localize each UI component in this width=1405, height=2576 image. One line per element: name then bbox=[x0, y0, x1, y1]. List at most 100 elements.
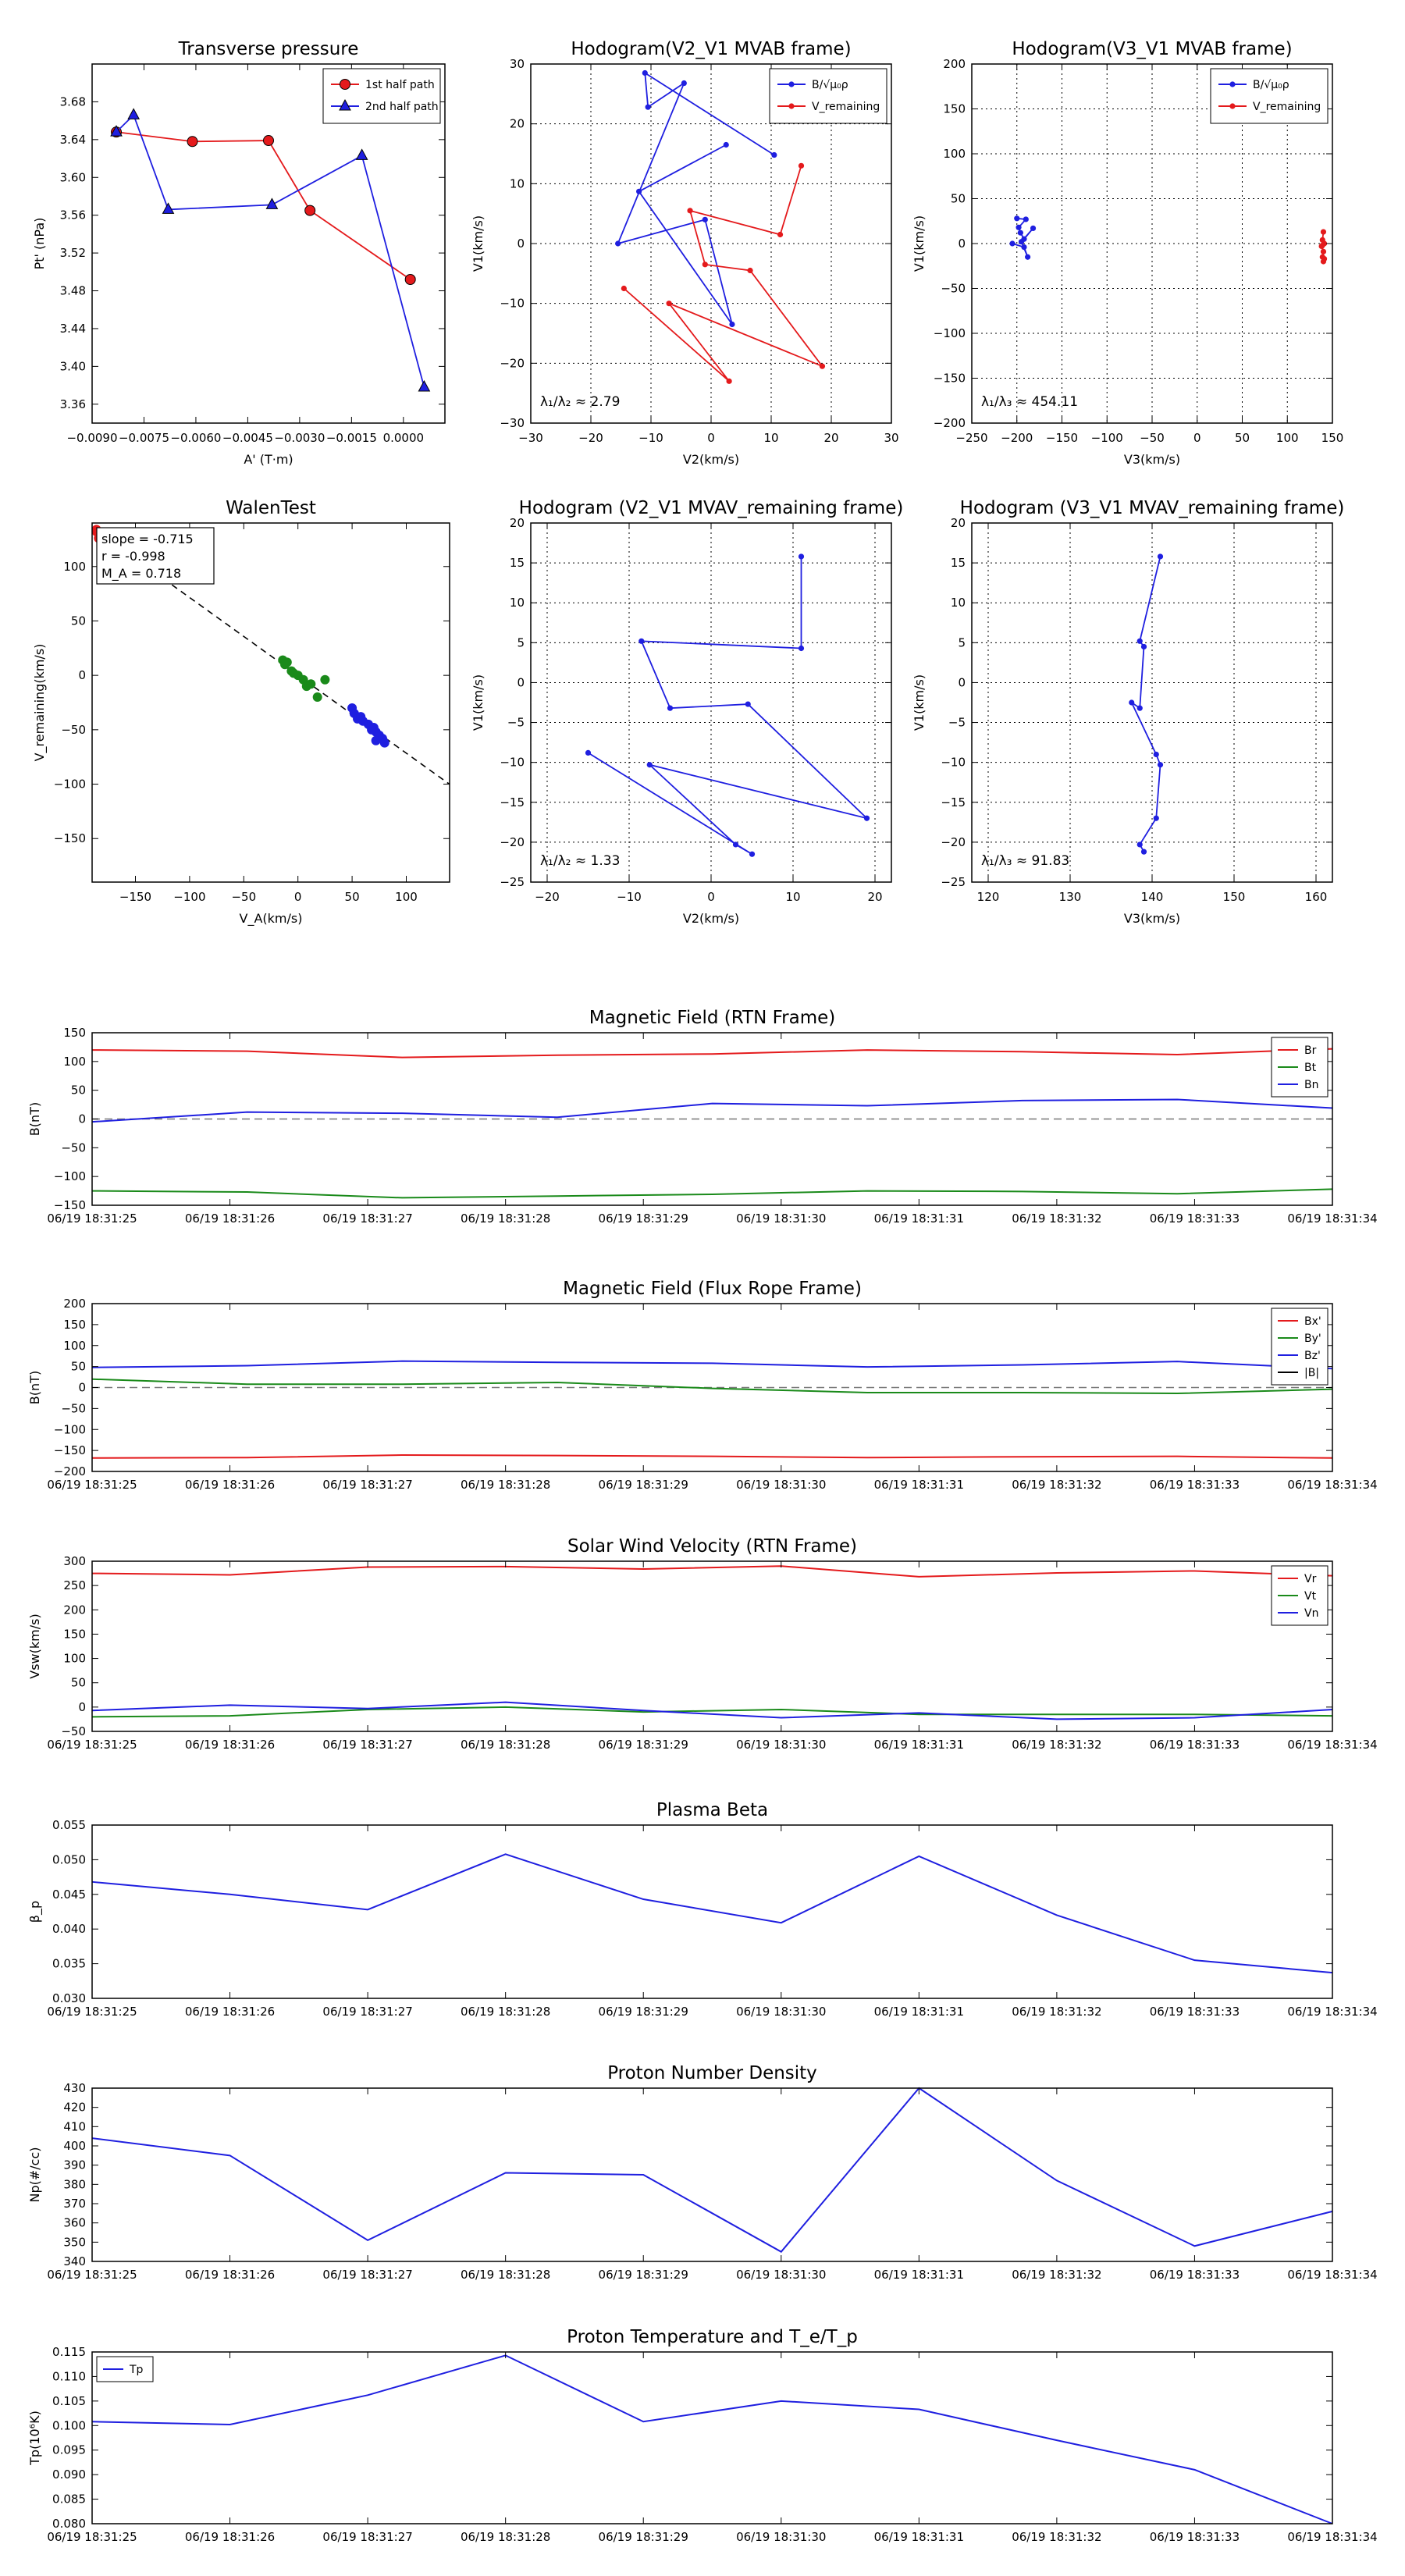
x-tick-label: 06/19 18:31:32 bbox=[1012, 2530, 1101, 2544]
y-tick-label: 430 bbox=[63, 2081, 86, 2095]
data-point bbox=[371, 735, 381, 745]
data-point bbox=[162, 202, 175, 214]
data-point bbox=[187, 136, 198, 148]
data-point bbox=[749, 851, 756, 857]
chart-np: 06/19 18:31:25 06/19 18:31:26 06/19 18:31:… bbox=[27, 2063, 1378, 2282]
chart-title: WalenTest bbox=[226, 498, 316, 518]
x-tick-label: 06/19 18:31:32 bbox=[1012, 2005, 1101, 2019]
x-tick-label: 06/19 18:31:29 bbox=[599, 1478, 688, 1492]
x-tick-label: 06/19 18:31:27 bbox=[322, 1738, 412, 1752]
legend-label: 2nd half path bbox=[365, 101, 439, 113]
data-point bbox=[666, 301, 672, 307]
stats-ma: M_A = 0.718 bbox=[101, 566, 181, 582]
x-tick-label: 06/19 18:31:25 bbox=[47, 1738, 137, 1752]
chart-vsw: 06/19 18:31:25 06/19 18:31:26 06/19 18:31:… bbox=[27, 1536, 1378, 1752]
y-tick-label: 50 bbox=[71, 1083, 86, 1098]
y-axis-label: β_p bbox=[27, 1901, 43, 1923]
y-tick-label: −200 bbox=[934, 416, 966, 430]
y-tick-label: 20 bbox=[510, 516, 525, 530]
chart-pt: −0.0090 −0.0075 −0.0060 −0.0045 −0.0030 −0.00… bbox=[32, 39, 446, 467]
data-point bbox=[636, 188, 642, 194]
chart-title: Hodogram (V3_V1 MVAV_remaining frame) bbox=[960, 498, 1345, 518]
x-tick-label: 06/19 18:31:31 bbox=[874, 1738, 964, 1752]
y-tick-label: 0 bbox=[517, 237, 525, 251]
axes-frame bbox=[91, 63, 446, 424]
y-tick-label: −5 bbox=[507, 716, 525, 730]
y-tick-label: 5 bbox=[517, 635, 525, 649]
stats-slope: slope = -0.715 bbox=[101, 532, 194, 546]
data-point bbox=[702, 262, 708, 268]
x-tick-label: 06/19 18:31:29 bbox=[599, 1212, 688, 1226]
axes-frame bbox=[91, 522, 450, 883]
x-tick-label: 06/19 18:31:26 bbox=[185, 2005, 275, 2019]
y-tick-label: 10 bbox=[951, 596, 966, 610]
x-tick-label: 0 bbox=[707, 431, 715, 445]
series-line bbox=[91, 1454, 1333, 1459]
x-tick-label: 06/19 18:31:34 bbox=[1287, 2530, 1377, 2544]
x-tick-label: 140 bbox=[1141, 890, 1164, 904]
x-tick-label: −150 bbox=[1046, 431, 1078, 445]
x-tick-label: −20 bbox=[578, 431, 603, 445]
y-tick-label: 3.52 bbox=[60, 246, 86, 260]
x-tick-label: 06/19 18:31:31 bbox=[874, 2530, 964, 2544]
data-point bbox=[642, 69, 648, 76]
legend-label: Vr bbox=[1304, 1573, 1317, 1585]
y-tick-label: 3.68 bbox=[60, 94, 86, 109]
data-point bbox=[1319, 242, 1325, 248]
data-point bbox=[1030, 225, 1037, 232]
series-line bbox=[588, 556, 870, 855]
data-point bbox=[1140, 643, 1147, 650]
data-point bbox=[1136, 638, 1143, 644]
y-tick-label: 50 bbox=[71, 1676, 86, 1690]
axes-frame bbox=[91, 2087, 1333, 2262]
x-tick-label: 06/19 18:31:34 bbox=[1287, 2005, 1377, 2019]
legend-box bbox=[322, 68, 441, 124]
x-tick-label: −50 bbox=[231, 890, 256, 904]
legend-label: Bt bbox=[1304, 1062, 1317, 1074]
data-point bbox=[110, 125, 123, 137]
data-point bbox=[777, 231, 784, 238]
y-tick-label: 410 bbox=[63, 2119, 86, 2133]
x-tick-label: 06/19 18:31:30 bbox=[736, 2005, 826, 2019]
x-tick-label: 20 bbox=[867, 890, 882, 904]
legend-label: By' bbox=[1304, 1332, 1321, 1345]
y-tick-label: 30 bbox=[510, 57, 525, 71]
data-point bbox=[729, 321, 735, 328]
chart-title: Plasma Beta bbox=[656, 1800, 768, 1820]
chart-title: Hodogram(V3_V1 MVAB frame) bbox=[1012, 39, 1292, 59]
y-tick-label: −50 bbox=[61, 723, 86, 737]
y-axis-label: V1(km/s) bbox=[471, 674, 486, 731]
x-tick-label: 06/19 18:31:25 bbox=[47, 2268, 137, 2282]
x-tick-label: −0.0075 bbox=[119, 431, 169, 445]
chart-tp: 06/19 18:31:25 06/19 18:31:26 06/19 18:31:… bbox=[27, 2327, 1378, 2544]
series-line bbox=[617, 71, 775, 326]
x-tick-label: 06/19 18:31:33 bbox=[1150, 2005, 1240, 2019]
chart-title: Magnetic Field (Flux Rope Frame) bbox=[563, 1279, 862, 1299]
y-tick-label: 0 bbox=[78, 668, 86, 682]
data-point bbox=[681, 80, 687, 87]
series-line bbox=[116, 113, 425, 388]
legend-marker bbox=[1229, 103, 1236, 109]
x-tick-label: 06/19 18:31:29 bbox=[599, 2530, 688, 2544]
data-point bbox=[265, 197, 279, 209]
x-tick-label: 06/19 18:31:28 bbox=[461, 1738, 550, 1752]
y-tick-label: −30 bbox=[500, 416, 525, 430]
y-tick-label: −100 bbox=[54, 1422, 86, 1436]
data-point bbox=[357, 716, 368, 726]
x-tick-label: 06/19 18:31:30 bbox=[736, 2530, 826, 2544]
y-tick-label: 350 bbox=[63, 2235, 86, 2249]
x-tick-label: 06/19 18:31:32 bbox=[1012, 1738, 1101, 1752]
data-point bbox=[1023, 216, 1029, 222]
data-point bbox=[726, 378, 732, 384]
y-tick-label: −5 bbox=[948, 716, 966, 730]
chart-title: Magnetic Field (RTN Frame) bbox=[589, 1008, 836, 1028]
x-tick-label: 06/19 18:31:28 bbox=[461, 1212, 550, 1226]
x-tick-label: 06/19 18:31:34 bbox=[1287, 1212, 1377, 1226]
chart-title: Hodogram (V2_V1 MVAV_remaining frame) bbox=[519, 498, 904, 518]
data-point bbox=[127, 108, 140, 119]
x-tick-label: 0.0000 bbox=[383, 431, 425, 445]
x-axis-label: V_A(km/s) bbox=[240, 911, 303, 927]
x-tick-label: 06/19 18:31:32 bbox=[1012, 1212, 1101, 1226]
chart-hodo31r: 120 130 140 150 160 −25 −20 −15 −10 −5 0 5 10 15 20Hod… bbox=[912, 498, 1344, 926]
data-point bbox=[320, 674, 330, 685]
